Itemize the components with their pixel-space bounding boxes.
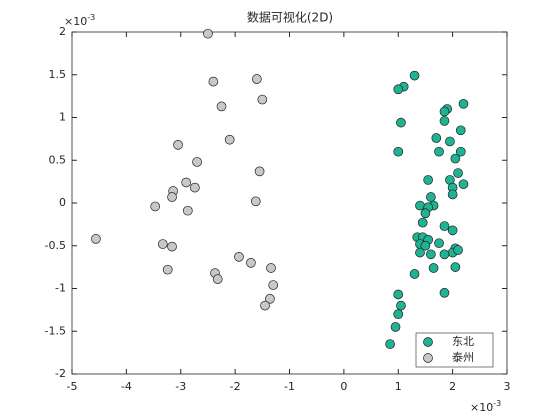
point xyxy=(390,322,401,332)
point xyxy=(415,200,425,211)
point xyxy=(434,238,444,249)
point xyxy=(417,217,428,228)
x-tick-label: -5 xyxy=(67,380,78,393)
point xyxy=(426,249,436,260)
legend-marker xyxy=(423,337,433,347)
y-tick-label: 1 xyxy=(59,111,66,124)
point xyxy=(455,125,466,136)
legend-label: 东北 xyxy=(452,335,474,348)
point xyxy=(208,76,219,87)
point xyxy=(393,289,404,300)
point xyxy=(257,94,268,105)
legend-marker xyxy=(423,353,433,363)
point xyxy=(252,74,262,84)
point xyxy=(212,274,223,284)
point xyxy=(393,309,404,319)
point xyxy=(423,175,434,185)
point xyxy=(190,182,200,193)
exponent-power: -3 xyxy=(87,13,95,22)
point xyxy=(162,264,173,275)
exponent-base: ×10 xyxy=(64,15,87,28)
point xyxy=(458,98,469,109)
x-tick-label: 2 xyxy=(449,380,456,393)
point xyxy=(254,166,265,177)
point xyxy=(445,136,455,147)
point xyxy=(167,192,177,202)
exponent-base: ×10 xyxy=(470,401,493,414)
x-tick-label: -1 xyxy=(284,380,295,393)
point xyxy=(260,300,270,311)
point xyxy=(250,196,261,207)
point xyxy=(439,106,450,117)
x-tick-label: -4 xyxy=(121,380,132,393)
y-tick-label: 1.5 xyxy=(49,68,67,81)
point xyxy=(458,179,469,190)
point xyxy=(409,269,420,279)
point xyxy=(415,247,425,258)
x-tick-label: 3 xyxy=(504,380,511,393)
point xyxy=(192,157,202,167)
point xyxy=(439,116,450,126)
point xyxy=(91,234,101,244)
point xyxy=(450,153,461,164)
point xyxy=(455,146,466,157)
point xyxy=(434,146,444,157)
point xyxy=(439,221,450,231)
point xyxy=(224,134,235,145)
point xyxy=(173,140,183,150)
y-tick-label: 0.5 xyxy=(49,153,67,166)
y-tick-label: -0.5 xyxy=(45,239,66,252)
chart-title: 数据可视化(2D) xyxy=(247,10,333,25)
point xyxy=(393,84,404,95)
point xyxy=(157,239,168,249)
point xyxy=(453,245,463,255)
point xyxy=(167,241,177,252)
point xyxy=(447,225,458,236)
point xyxy=(182,205,193,216)
point xyxy=(453,168,463,178)
point xyxy=(420,208,431,219)
axis-exponent: ×10-3 xyxy=(64,13,95,29)
x-tick-label: 0 xyxy=(340,380,347,393)
point xyxy=(431,133,442,143)
x-tick-label: -2 xyxy=(230,380,241,393)
y-tick-label: -1 xyxy=(55,282,66,295)
point xyxy=(246,258,256,268)
legend-label: 泰州 xyxy=(452,350,474,364)
point xyxy=(266,263,276,273)
y-tick-label: 2 xyxy=(59,25,66,38)
point xyxy=(439,287,450,298)
point xyxy=(181,177,192,188)
x-tick-label: -3 xyxy=(175,380,186,393)
y-tick-label: -2 xyxy=(55,367,66,380)
y-tick-label: 0 xyxy=(59,196,66,209)
y-tick-label: -1.5 xyxy=(45,324,66,337)
point xyxy=(447,189,458,200)
point xyxy=(203,28,213,39)
point xyxy=(409,70,420,81)
point xyxy=(268,280,279,290)
point xyxy=(426,192,436,202)
point xyxy=(385,339,395,349)
point xyxy=(396,300,406,311)
point xyxy=(396,117,406,128)
point xyxy=(428,263,439,273)
axis-exponent: ×10-3 xyxy=(470,399,501,415)
point xyxy=(265,293,275,304)
point xyxy=(216,101,227,112)
point xyxy=(393,146,404,157)
point xyxy=(439,249,450,260)
x-tick-label: 1 xyxy=(395,380,402,393)
exponent-power: -3 xyxy=(493,399,501,408)
point xyxy=(450,262,461,272)
point xyxy=(234,252,244,262)
point xyxy=(150,201,161,212)
point xyxy=(420,240,431,251)
